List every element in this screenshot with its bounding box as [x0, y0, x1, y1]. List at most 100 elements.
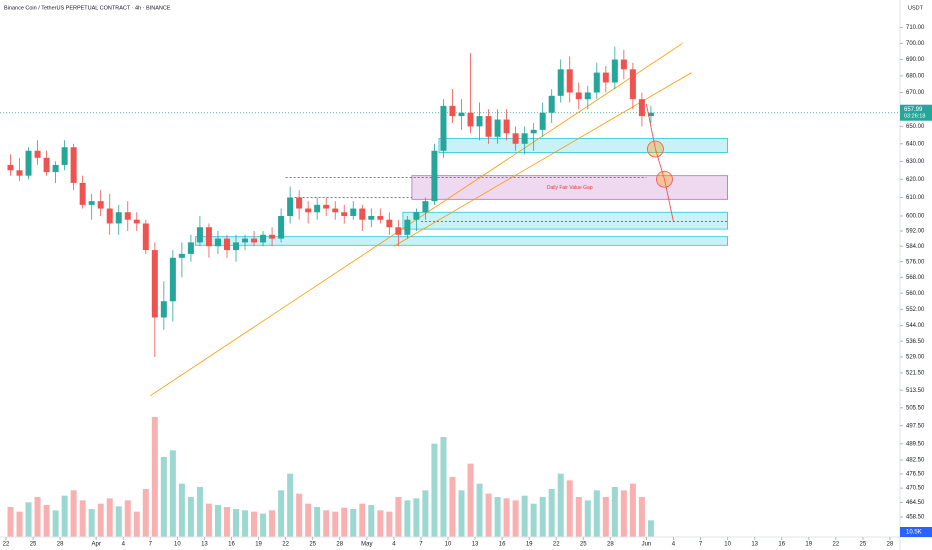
- volume-bar: [440, 437, 447, 537]
- volume-bar: [647, 520, 654, 537]
- x-tick-label: 16: [499, 542, 506, 548]
- candle-body: [386, 219, 393, 228]
- candle-body: [512, 133, 519, 144]
- x-tick-label: 16: [228, 542, 235, 548]
- x-tick-label: 13: [751, 542, 758, 548]
- zone: [402, 211, 729, 230]
- y-tick-label: 521.50: [906, 371, 925, 377]
- candle-body: [377, 215, 384, 220]
- candle-body: [25, 150, 32, 176]
- candle-body: [7, 164, 14, 171]
- candle-body: [404, 219, 411, 235]
- volume-bar: [350, 509, 357, 537]
- candle-body: [151, 250, 158, 318]
- x-tick-label: 22: [3, 542, 10, 548]
- candle-body: [539, 112, 546, 130]
- candle-body: [251, 238, 258, 243]
- x-tick-label: 10: [724, 542, 731, 548]
- candle-body: [196, 227, 203, 243]
- candle-body: [521, 133, 528, 144]
- candle-body: [314, 204, 321, 213]
- y-tick-label: 640.00: [906, 141, 925, 147]
- target-circle: [656, 170, 673, 188]
- candle-body: [557, 69, 564, 96]
- candle-body: [530, 129, 537, 134]
- volume-bar: [223, 507, 230, 537]
- zone: [195, 236, 728, 246]
- x-tick-label: 28: [336, 542, 343, 548]
- candle-body: [548, 95, 555, 113]
- x-tick-label: 19: [526, 542, 533, 548]
- candle-body: [593, 72, 600, 93]
- y-tick-label: 710.00: [906, 25, 925, 31]
- volume-label-bg: [900, 527, 932, 537]
- volume-bar: [557, 473, 564, 537]
- candle-body: [611, 59, 618, 83]
- y-tick-label: 680.00: [906, 73, 925, 79]
- y-tick-label: 690.00: [906, 57, 925, 63]
- candle-body: [79, 182, 86, 205]
- volume-bar: [160, 457, 167, 537]
- candle-body: [467, 112, 474, 127]
- volume-bar: [593, 490, 600, 537]
- candle-body: [205, 227, 212, 247]
- volume-bar: [34, 497, 41, 537]
- volume-bar: [25, 502, 32, 537]
- y-tick-label: 610.00: [906, 195, 925, 201]
- volume-bar: [61, 495, 68, 537]
- volume-bar: [476, 483, 483, 537]
- projection: [645, 104, 674, 222]
- x-tick-label: 22: [832, 542, 839, 548]
- candle-body: [413, 212, 420, 220]
- candle-body: [584, 92, 591, 100]
- candle-body: [115, 212, 122, 224]
- volume-bar: [530, 503, 537, 537]
- candle-body: [449, 105, 456, 117]
- y-tick-label: 497.50: [906, 423, 925, 429]
- candle-body: [422, 201, 429, 213]
- volume-bar: [278, 490, 285, 537]
- zone: [438, 138, 729, 153]
- volume-bar: [169, 450, 176, 537]
- candle-body: [124, 212, 131, 220]
- volume-bar: [305, 503, 312, 537]
- volume-bar: [106, 498, 113, 537]
- volume-bar: [260, 513, 267, 537]
- candle-body: [106, 208, 113, 224]
- x-tick-label: 13: [472, 542, 479, 548]
- volume-bar: [70, 490, 77, 537]
- volume-bar: [124, 500, 131, 537]
- candle-body: [638, 99, 645, 117]
- x-tick-label: 10: [445, 542, 452, 548]
- volume-bar: [151, 417, 158, 537]
- candle-body: [575, 92, 582, 100]
- candle-body: [494, 119, 501, 137]
- y-tick-label: 650.00: [906, 124, 925, 130]
- y-tick-label: 576.00: [906, 259, 925, 265]
- volume-bar: [88, 509, 95, 537]
- currency: USDT: [908, 5, 924, 11]
- volume-bar: [602, 497, 609, 537]
- volume-bar: [431, 443, 438, 537]
- volume-bar: [133, 511, 140, 537]
- candle-body: [332, 208, 339, 213]
- y-tick-label: 458.50: [906, 515, 925, 521]
- volume-bar: [413, 498, 420, 537]
- volume-bar: [629, 483, 636, 537]
- candle-body: [70, 147, 77, 183]
- volume-bar: [494, 497, 501, 537]
- countdown: 03:26:18: [904, 114, 925, 120]
- x-tick-label: 19: [255, 542, 262, 548]
- y-tick-label: 464.50: [906, 500, 925, 506]
- x-tick-label: 28: [57, 542, 64, 548]
- volume-bar: [611, 487, 618, 537]
- candle-body: [269, 234, 276, 239]
- x-tick-label: 22: [282, 542, 289, 548]
- candle-body: [278, 215, 285, 239]
- volume-bar: [485, 493, 492, 537]
- volume-bar: [43, 505, 50, 537]
- candle-body: [178, 253, 185, 258]
- candle-body: [88, 201, 95, 205]
- candle-body: [97, 201, 104, 209]
- volume-bar: [269, 510, 276, 537]
